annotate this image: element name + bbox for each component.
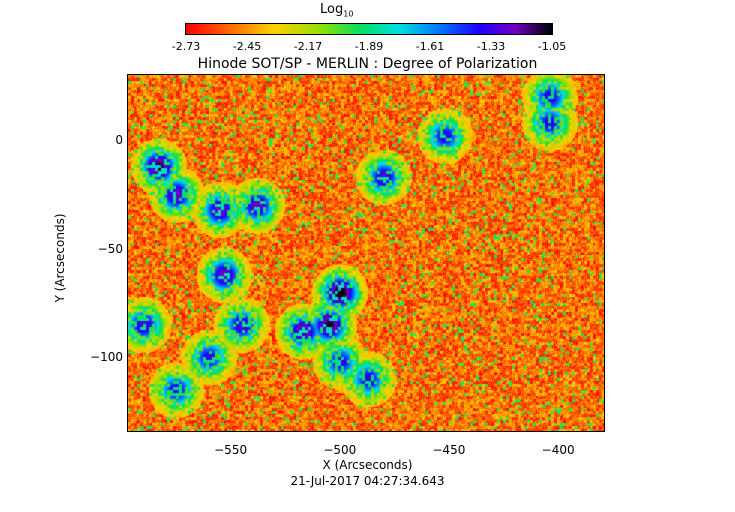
colorbar-tick-label: -1.89: [354, 40, 384, 53]
chart-title: Hinode SOT/SP - MERLIN : Degree of Polar…: [197, 56, 538, 72]
colorbar: [185, 23, 553, 35]
y-axis-label: Y (Arcseconds): [53, 213, 67, 303]
y-tick-label: −100: [90, 350, 123, 365]
y-tick-label: 0: [115, 133, 123, 148]
x-tick-label: −500: [323, 443, 357, 457]
colorbar-tick-label: -1.33: [476, 40, 506, 53]
colorbar-tick-label: -2.73: [171, 40, 201, 53]
polarization-heatmap: [128, 75, 604, 431]
observation-date: 21-Jul-2017 04:27:34.643: [290, 474, 445, 488]
x-tick-label: −550: [214, 443, 248, 457]
colorbar-tick-label: -2.45: [232, 40, 262, 53]
colorbar-title: Log10: [320, 2, 354, 19]
x-axis-label: X (Arcseconds): [322, 458, 413, 472]
colorbar-tick-label: -1.05: [537, 40, 567, 53]
colorbar-tick-label: -2.17: [293, 40, 323, 53]
plot-area: [127, 74, 605, 432]
y-tick-label: −50: [97, 241, 123, 256]
x-tick-label: −400: [541, 443, 575, 457]
colorbar-tick-label: -1.61: [415, 40, 445, 53]
x-tick-label: −450: [432, 443, 466, 457]
